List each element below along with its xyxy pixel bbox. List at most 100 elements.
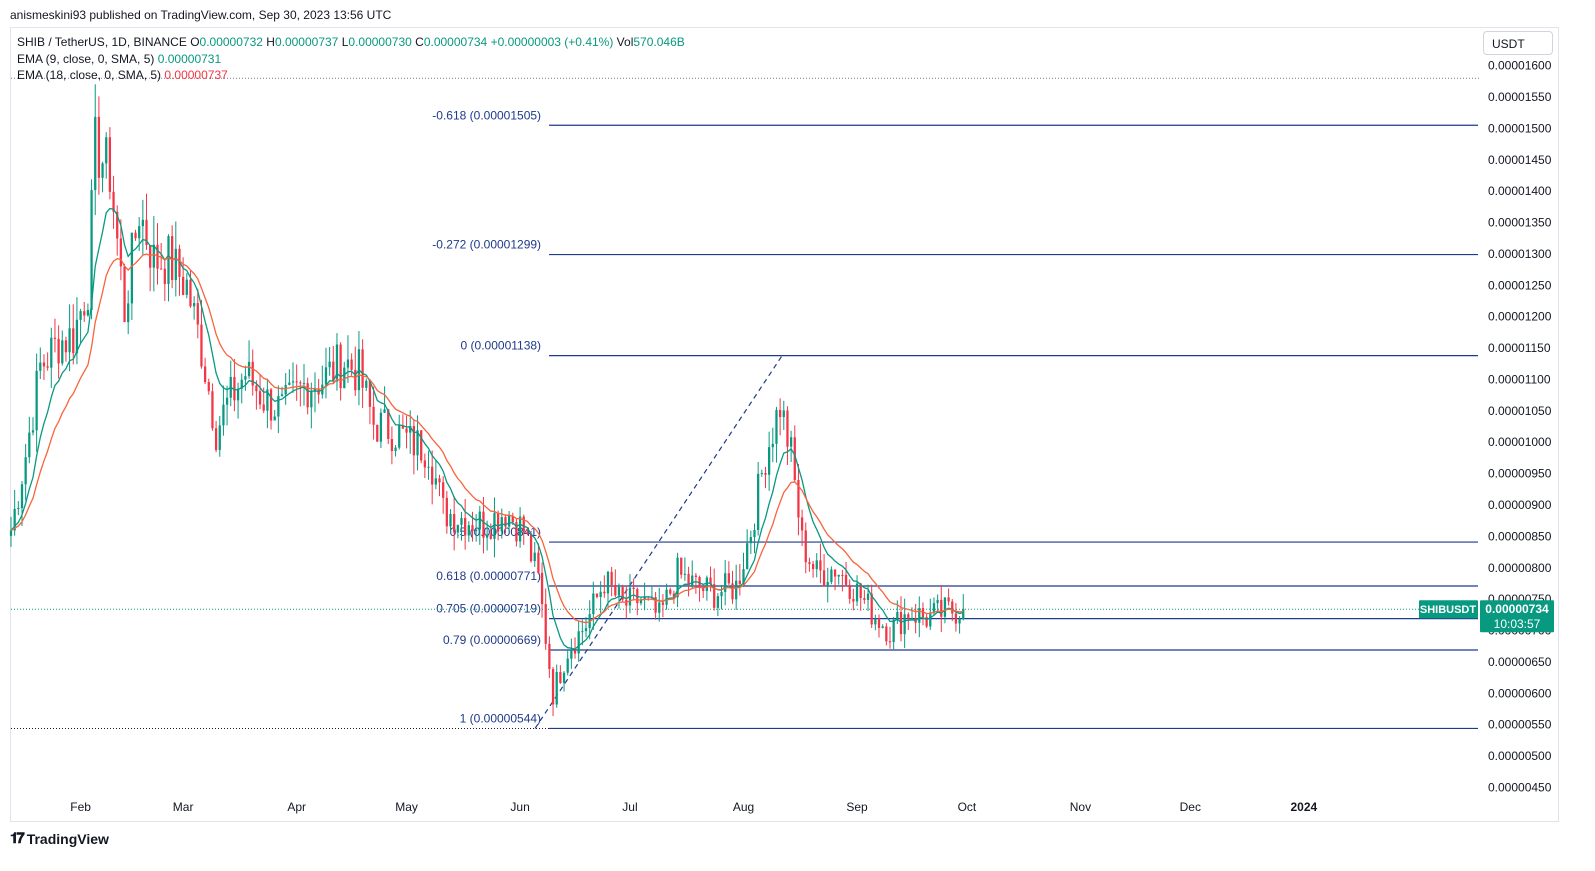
candle-body[interactable] [764,473,767,475]
candle-body[interactable] [171,236,174,280]
candle-body[interactable] [511,515,514,523]
candle-body[interactable] [694,575,698,578]
candle-body[interactable] [97,116,101,178]
candle-body[interactable] [412,426,416,456]
candle-body[interactable] [658,602,661,613]
candle-body[interactable] [438,478,441,483]
candle-body[interactable] [332,361,335,382]
candle-body[interactable] [702,587,705,591]
candle-body[interactable] [280,394,284,397]
candle-body[interactable] [789,437,793,447]
candle-body[interactable] [145,219,148,246]
candle-body[interactable] [735,580,738,600]
candle-body[interactable] [416,430,419,456]
candle-body[interactable] [182,276,185,295]
candle-body[interactable] [379,412,383,442]
candle-body[interactable] [72,328,75,354]
candle-body[interactable] [606,571,610,594]
candle-body[interactable] [189,279,192,307]
candle-body[interactable] [460,518,463,525]
candle-body[interactable] [482,511,485,538]
candle-body[interactable] [778,409,782,418]
candle-body[interactable] [892,619,895,643]
candle-body[interactable] [954,613,958,624]
candle-body[interactable] [119,238,123,267]
candle-body[interactable] [826,582,829,587]
candle-body[interactable] [247,361,251,377]
candle-body[interactable] [738,580,741,585]
candle-body[interactable] [90,190,93,311]
candle-body[interactable] [50,337,53,368]
candle-body[interactable] [350,359,353,370]
candle-body[interactable] [346,359,350,368]
candle-body[interactable] [899,612,903,635]
candle-body[interactable] [584,628,588,632]
candle-body[interactable] [595,593,599,597]
candle-body[interactable] [200,324,203,367]
candle-body[interactable] [551,669,555,705]
candle-body[interactable] [218,425,221,450]
candle-body[interactable] [453,514,456,533]
candle-body[interactable] [20,484,24,508]
candle-body[interactable] [156,244,159,269]
candle-body[interactable] [885,626,888,642]
candle-body[interactable] [555,671,558,705]
candle-body[interactable] [361,349,364,388]
candle-body[interactable] [398,425,401,448]
candle-body[interactable] [526,531,529,534]
candle-body[interactable] [368,380,372,407]
candle-body[interactable] [603,591,606,594]
candle-body[interactable] [822,570,826,587]
candle-body[interactable] [365,380,368,388]
candle-body[interactable] [299,382,302,384]
candle-body[interactable] [958,619,961,624]
candle-body[interactable] [46,366,49,368]
candle-body[interactable] [390,439,394,452]
candle-body[interactable] [17,507,20,509]
candle-body[interactable] [262,404,265,411]
candle-body[interactable] [105,137,108,164]
candle-body[interactable] [522,516,525,532]
candle-body[interactable] [240,379,243,389]
candle-body[interactable] [163,268,166,285]
candle-body[interactable] [31,430,35,433]
candle-body[interactable] [496,512,500,532]
candle-body[interactable] [478,511,481,530]
candle-body[interactable] [394,447,397,452]
candle-body[interactable] [951,601,954,614]
candle-body[interactable] [251,361,254,386]
candle-body[interactable] [427,466,430,468]
candle-body[interactable] [328,361,331,368]
candle-body[interactable] [903,614,906,635]
candle-body[interactable] [896,612,899,620]
candle-body[interactable] [130,232,133,304]
candle-body[interactable] [786,410,789,447]
candle-body[interactable] [258,391,262,405]
candle-body[interactable] [112,191,115,212]
candle-body[interactable] [405,428,408,433]
candle-body[interactable] [152,244,155,268]
candle-body[interactable] [731,583,734,600]
candle-body[interactable] [383,409,386,413]
candle-body[interactable] [431,466,434,485]
candle-body[interactable] [39,362,42,371]
candle-body[interactable] [196,303,199,325]
candle-body[interactable] [844,574,848,585]
candle-body[interactable] [420,430,423,461]
candle-body[interactable] [874,618,877,625]
candle-body[interactable] [768,447,771,475]
candle-body[interactable] [639,599,643,604]
candle-body[interactable] [83,311,86,316]
candle-body[interactable] [742,569,745,585]
candle-body[interactable] [614,584,617,596]
candle-body[interactable] [716,596,719,608]
candle-body[interactable] [544,604,547,644]
candle-body[interactable] [533,552,536,562]
candle-body[interactable] [489,534,492,539]
candle-body[interactable] [86,310,90,316]
candle-body[interactable] [654,597,657,613]
candle-body[interactable] [236,388,240,401]
candle-body[interactable] [222,404,225,426]
candle-body[interactable] [277,396,280,417]
candle-body[interactable] [687,573,690,586]
